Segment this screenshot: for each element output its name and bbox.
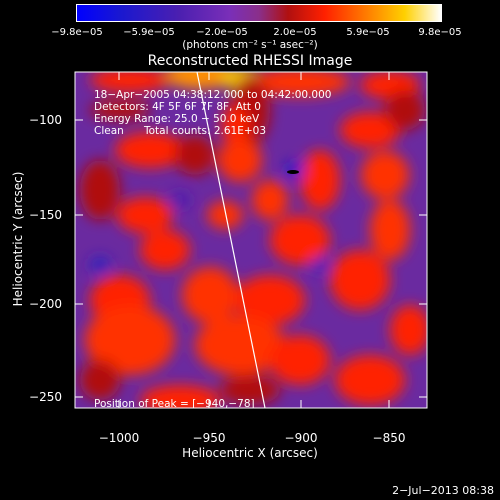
colorbar-tick: −5.9e−05 (123, 27, 175, 38)
annotation-time-range: 18−Apr−2005 04:38:12.000 to 04:42:00.000 (94, 89, 332, 101)
x-tick-label: −900 (284, 431, 318, 445)
y-axis-label: Heliocentric Y (arcsec) (11, 171, 25, 307)
colorbar-tick: 5.9e−05 (346, 27, 390, 38)
y-tick-label: −250 (29, 390, 62, 404)
colorbar-tick: −9.8e−05 (51, 27, 103, 38)
annotation-total-counts: Total counts: 2.61E+03 (144, 125, 267, 137)
annotation-energy-range: Energy Range: 25.0 − 50.0 keV (94, 113, 260, 125)
x-axis-label: Heliocentric X (arcsec) (182, 446, 318, 460)
image-minimum-spot (287, 170, 299, 174)
plot-title: Reconstructed RHESSI Image (147, 53, 353, 69)
footer-date: 2−Jul−2013 08:38 (392, 484, 494, 497)
x-tick-label: −950 (192, 431, 226, 445)
y-tick-label: −100 (29, 113, 62, 127)
colorbar-tick: 9.8e−05 (418, 27, 462, 38)
solar-limb-line (196, 72, 266, 408)
colorbar (76, 4, 442, 22)
plot-frame (74, 71, 428, 409)
y-tick-label: −150 (29, 208, 62, 222)
colorbar-tick: −2.0e−05 (196, 27, 248, 38)
annotation-method: Clean (94, 125, 124, 137)
x-tick-label: −850 (372, 431, 406, 445)
colorbar-unit-label: (photons cm⁻² s⁻¹ asec⁻²) (182, 39, 318, 51)
x-tick-label: −1000 (98, 431, 140, 445)
colorbar-tick: 2.0e−05 (273, 27, 317, 38)
annotation-peak-position: Position of Peak = [−940,−78] (94, 398, 255, 410)
y-tick-label: −200 (29, 297, 62, 311)
annotation-detectors: Detectors: 4F 5F 6F 7F 8F, Att 0 (94, 101, 261, 113)
